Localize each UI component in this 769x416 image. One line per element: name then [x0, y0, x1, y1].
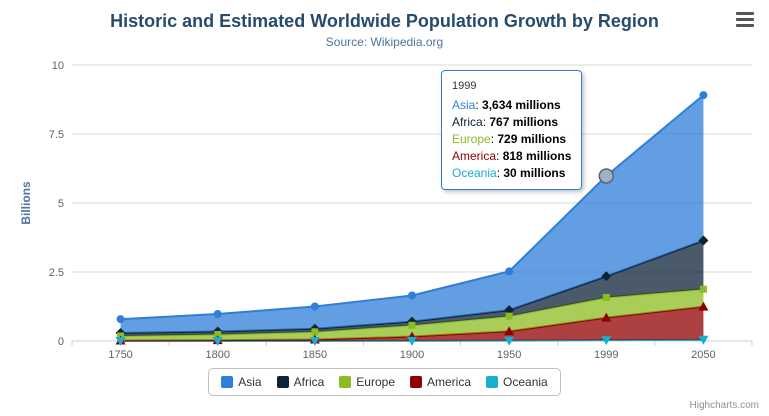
marker-oceania-1800[interactable]	[212, 336, 223, 346]
tooltip-series-value: 818 millions	[502, 149, 572, 163]
legend-label: Oceania	[503, 375, 548, 389]
area-america[interactable]	[120, 306, 704, 341]
legend-label: America	[427, 375, 472, 389]
tooltip-series-name: America	[452, 149, 497, 163]
tooltip-row: Europe: 729 millions	[452, 132, 567, 146]
marker-europe-1800[interactable]	[214, 330, 222, 338]
marker-asia-1950[interactable]	[505, 267, 514, 276]
y-axis-tick-label: 5	[58, 198, 64, 210]
legend-symbol-africa	[276, 376, 289, 388]
tooltip-series-name: Asia	[452, 98, 476, 112]
tooltip-series-name: Africa	[452, 115, 483, 129]
tooltip-row: America: 818 millions	[452, 149, 572, 163]
tooltip-series-value: 30 millions	[503, 166, 566, 180]
y-axis-title: Billions	[19, 181, 33, 225]
hamburger-bar	[736, 24, 754, 27]
x-axis-tick-label: 1750	[108, 349, 132, 361]
marker-asia-1850[interactable]	[310, 302, 319, 311]
marker-oceania-1750[interactable]	[115, 336, 126, 346]
legend-label: Asia	[238, 375, 262, 389]
marker-oceania-2050[interactable]	[698, 335, 709, 345]
legend-symbol-europe	[339, 376, 352, 388]
marker-asia-1800[interactable]	[213, 310, 222, 319]
marker-oceania-1950[interactable]	[504, 336, 515, 346]
hamburger-bar	[736, 12, 754, 15]
y-axis-tick-label: 0	[58, 336, 64, 348]
marker-oceania-1999[interactable]	[601, 336, 612, 346]
chart-title: Historic and Estimated Worldwide Populat…	[110, 11, 659, 31]
marker-europe-1900[interactable]	[408, 321, 416, 329]
tooltip-row: Oceania: 30 millions	[452, 166, 566, 180]
marker-africa-1950[interactable]	[504, 305, 515, 316]
legend-item-oceania[interactable]: Oceania	[486, 375, 548, 389]
legend-symbol-america	[410, 376, 422, 388]
tooltip-series-value: 3,634 millions	[482, 98, 561, 112]
tooltip-series-value: 767 millions	[489, 115, 559, 129]
legend-label: Europe	[356, 375, 395, 389]
marker-europe-2050[interactable]	[699, 285, 707, 293]
legend-item-africa[interactable]: Africa	[276, 375, 325, 389]
tooltip-row: Asia: 3,634 millions	[452, 98, 561, 112]
x-axis-tick-label: 2050	[691, 349, 715, 361]
y-axis-tick-label: 10	[52, 60, 64, 72]
tooltip-series-value: 729 millions	[497, 132, 567, 146]
x-axis-tick-label: 1999	[594, 349, 618, 361]
legend-item-america[interactable]: America	[410, 375, 471, 389]
marker-america-1999[interactable]	[601, 312, 612, 322]
x-axis-tick-label: 1800	[205, 349, 229, 361]
tooltip-series-name: Oceania	[452, 166, 497, 180]
marker-asia-1750[interactable]	[116, 315, 125, 324]
tooltip-series-name: Europe	[452, 132, 491, 146]
legend-item-europe[interactable]: Europe	[339, 375, 395, 389]
chart-subtitle: Source: Wikipedia.org	[325, 35, 444, 49]
marker-asia-1900[interactable]	[408, 291, 416, 300]
marker-europe-1950[interactable]	[505, 312, 513, 320]
hamburger-menu-icon[interactable]	[733, 10, 757, 30]
marker-america-2050[interactable]	[698, 301, 709, 311]
legend-symbol-oceania	[486, 376, 499, 388]
tooltip-row: Africa: 767 millions	[452, 115, 559, 129]
area-africa[interactable]	[120, 240, 704, 336]
tooltip: 1999 Asia: 3,634 millions Africa: 767 mil…	[441, 70, 583, 190]
marker-africa-1999[interactable]	[601, 271, 612, 282]
tooltip-body: Asia: 3,634 millions Africa: 767 millions…	[452, 97, 571, 182]
x-axis-tick-label: 1950	[497, 349, 521, 361]
legend: Asia Africa Europe America Oceania	[208, 368, 561, 396]
marker-africa-2050[interactable]	[698, 235, 709, 246]
marker-oceania-1850[interactable]	[309, 336, 320, 346]
x-axis-tick-label: 1850	[303, 349, 327, 361]
highcharts-credits[interactable]: Highcharts.com	[689, 400, 759, 411]
legend-item-asia[interactable]: Asia	[221, 375, 262, 389]
hamburger-bar	[736, 18, 754, 21]
area-asia[interactable]	[120, 95, 704, 334]
marker-europe-1850[interactable]	[311, 328, 319, 336]
x-axis-tick-label: 1900	[400, 349, 424, 361]
y-axis-tick-label: 7.5	[49, 129, 64, 141]
marker-america-1950[interactable]	[504, 326, 515, 336]
tooltip-header: 1999	[452, 80, 477, 92]
y-axis-tick-label: 2.5	[49, 267, 64, 279]
hovered-point-marker[interactable]	[598, 168, 615, 184]
marker-europe-1999[interactable]	[602, 293, 610, 301]
legend-label: Africa	[293, 375, 325, 389]
legend-wrap: Asia Africa Europe America Oceania	[0, 368, 769, 396]
legend-symbol-asia	[221, 376, 234, 388]
marker-asia-2050[interactable]	[699, 91, 708, 100]
marker-oceania-1900[interactable]	[407, 336, 417, 346]
